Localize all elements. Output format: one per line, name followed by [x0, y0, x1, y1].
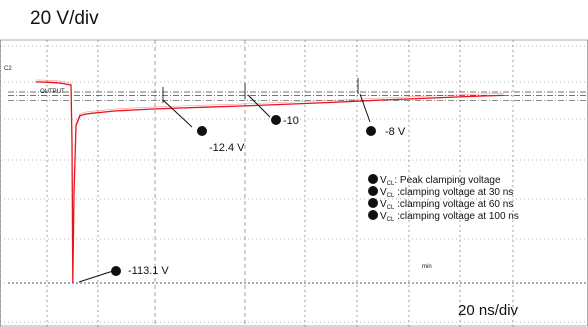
series-point	[403, 98, 405, 100]
legend-marker	[368, 198, 378, 208]
legend-entry: VCL :clamping voltage at 60 ns	[380, 199, 513, 211]
series-point	[329, 101, 331, 104]
series-point	[180, 107, 182, 109]
annotation-marker	[271, 115, 281, 125]
reference-lines	[8, 91, 588, 284]
annotation-marker-number: 1	[114, 267, 119, 276]
series-point	[353, 100, 355, 102]
legend: 1 VCL: Peak clamping voltage 2 VCL :clampin…	[368, 174, 519, 223]
vertical-scale-label: 20 V/div	[30, 8, 99, 29]
series-point	[155, 108, 157, 110]
series-point	[304, 102, 306, 105]
annotation-label: -113.1 V	[128, 265, 169, 277]
annotation-marker	[366, 126, 376, 136]
legend-marker-number: 1	[371, 175, 376, 184]
series-point	[63, 83, 65, 85]
waveform-trace	[35, 79, 504, 284]
series-point	[135, 109, 137, 111]
series-point	[75, 125, 77, 127]
series-point	[254, 104, 256, 107]
series-point	[73, 192, 75, 194]
series-point	[477, 95, 479, 97]
annotations: 1 -113.1 V 2 -12.4 V -10 4 -8 V	[78, 78, 406, 283]
horizontal-scale-label: 20 ns/div	[458, 302, 519, 319]
series-point	[91, 112, 93, 114]
annotation-arrow	[78, 270, 114, 283]
legend-marker	[368, 210, 378, 220]
series-point	[85, 113, 87, 115]
legend-marker-number: 2	[371, 187, 376, 196]
series-point	[105, 111, 107, 113]
annotation-marker-number: 4	[369, 127, 374, 136]
series-point	[79, 115, 81, 117]
series-point	[428, 97, 430, 99]
series-point	[115, 110, 117, 112]
series-point	[70, 84, 72, 86]
annotation-marker-number: 2	[200, 127, 205, 136]
legend-marker-number: 3	[371, 199, 376, 208]
legend-entry: VCL :clamping voltage at 100 ns	[380, 211, 519, 223]
channel-tag: C2	[4, 66, 12, 72]
legend-marker	[368, 174, 378, 184]
series-noise-band	[35, 79, 504, 282]
annotation-label: -8 V	[385, 126, 406, 138]
annotation-arrow	[359, 93, 371, 123]
trace-tag: OUTPUT	[40, 89, 65, 95]
series-point	[72, 282, 74, 284]
series-point	[71, 142, 73, 144]
series-point	[279, 103, 281, 106]
legend-marker-number: 4	[371, 211, 376, 220]
annotation-arrow	[162, 99, 193, 128]
series-point	[229, 105, 231, 107]
legend-entry: VCL :clamping voltage at 30 ns	[380, 187, 513, 199]
min-tag: min	[422, 264, 432, 270]
series-point	[502, 94, 504, 96]
annotation-marker	[197, 126, 207, 136]
annotation-marker	[111, 266, 121, 276]
annotation-label: -12.4 V	[209, 142, 245, 154]
series-point	[205, 106, 207, 108]
series-point	[55, 82, 57, 84]
legend-marker	[368, 186, 378, 196]
series-point	[45, 81, 47, 83]
series-point	[95, 112, 97, 114]
annotation-label: -10	[283, 115, 299, 127]
series-point	[35, 81, 37, 83]
series-point	[453, 96, 455, 98]
legend-entry: VCL: Peak clamping voltage	[380, 175, 501, 187]
annotation-arrow	[247, 94, 271, 118]
series-point	[378, 99, 380, 101]
